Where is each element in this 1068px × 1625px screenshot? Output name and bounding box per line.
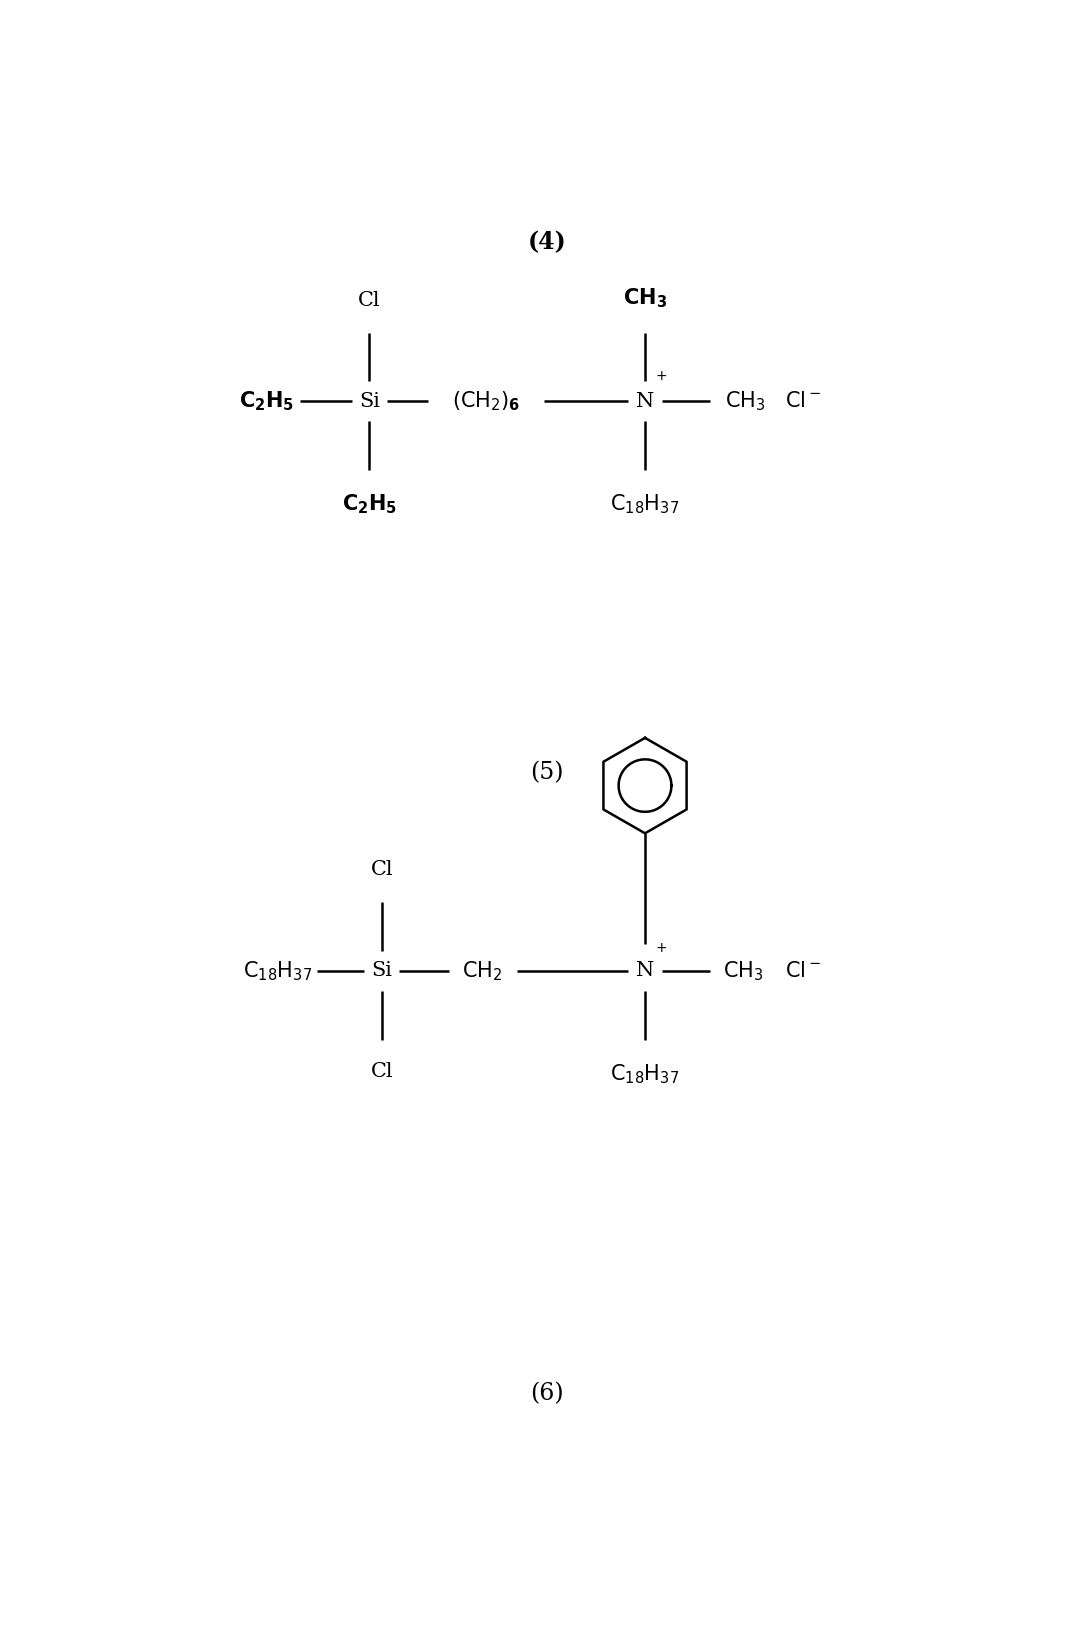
- Text: Si: Si: [372, 962, 392, 980]
- Text: $\mathbf{C_2H_5}$: $\mathbf{C_2H_5}$: [342, 492, 397, 517]
- Text: Cl: Cl: [371, 860, 393, 879]
- Text: (4): (4): [528, 231, 567, 255]
- Text: $\mathrm{Cl^-}$: $\mathrm{Cl^-}$: [785, 960, 821, 982]
- Text: $\mathrm{(CH_2)_{\mathbf{6}}}$: $\mathrm{(CH_2)_{\mathbf{6}}}$: [452, 390, 520, 413]
- Text: $\mathrm{C_{18}H_{37}}$: $\mathrm{C_{18}H_{37}}$: [611, 1063, 679, 1086]
- Text: $\mathrm{C_{18}H_{37}}$: $\mathrm{C_{18}H_{37}}$: [611, 492, 679, 517]
- Text: N: N: [635, 392, 654, 411]
- Text: +: +: [656, 941, 668, 955]
- Text: (5): (5): [531, 762, 564, 785]
- Text: Cl: Cl: [358, 291, 380, 310]
- Text: Cl: Cl: [371, 1063, 393, 1081]
- Text: Si: Si: [359, 392, 380, 411]
- Text: N: N: [635, 962, 654, 980]
- Text: +: +: [656, 369, 668, 383]
- Text: $\mathbf{C_2H_5}$: $\mathbf{C_2H_5}$: [239, 390, 294, 413]
- Text: (6): (6): [531, 1383, 564, 1406]
- Text: $\mathbf{CH_3}$: $\mathbf{CH_3}$: [623, 286, 668, 310]
- Text: $\mathrm{CH_3}$: $\mathrm{CH_3}$: [725, 390, 766, 413]
- Text: $\mathrm{CH_3}$: $\mathrm{CH_3}$: [723, 959, 764, 983]
- Text: $\mathrm{Cl^-}$: $\mathrm{Cl^-}$: [785, 392, 821, 411]
- Text: $\mathrm{C_{18}H_{37}}$: $\mathrm{C_{18}H_{37}}$: [244, 959, 312, 983]
- Text: $\mathrm{CH_2}$: $\mathrm{CH_2}$: [461, 959, 502, 983]
